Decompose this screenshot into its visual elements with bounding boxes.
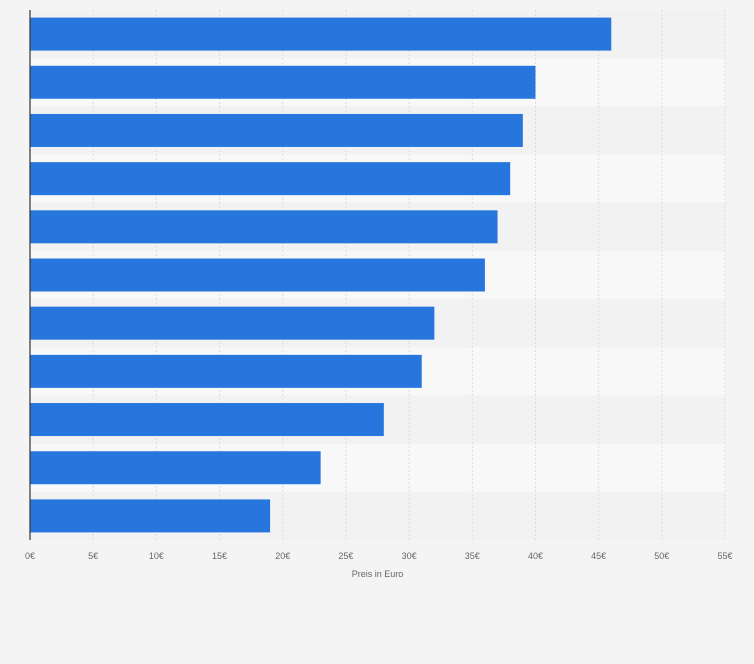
x-tick-label: 5€: [88, 551, 98, 561]
bar[interactable]: [30, 17, 612, 51]
x-tick-label: 25€: [338, 551, 353, 561]
bar[interactable]: [30, 403, 384, 437]
x-tick-label: 35€: [465, 551, 480, 561]
x-tick-label: 30€: [402, 551, 417, 561]
bar[interactable]: [30, 162, 511, 196]
x-axis-ticks: 0€ 5€ 10€ 15€ 20€ 25€ 30€ 35€ 40€ 45€ 50€ 55€: [25, 551, 733, 561]
x-tick-label: 55€: [717, 551, 732, 561]
bar[interactable]: [30, 113, 523, 147]
bar[interactable]: [30, 306, 435, 340]
x-tick-label: 40€: [528, 551, 543, 561]
x-tick-label: 15€: [212, 551, 227, 561]
bar[interactable]: [30, 499, 271, 533]
bars: [30, 17, 612, 533]
bar[interactable]: [30, 65, 536, 99]
bar[interactable]: [30, 354, 422, 388]
x-tick-label: 0€: [25, 551, 35, 561]
x-tick-label: 50€: [654, 551, 669, 561]
x-axis-label: Preis in Euro: [352, 569, 404, 579]
x-tick-label: 45€: [591, 551, 606, 561]
x-tick-label: 10€: [149, 551, 164, 561]
bar[interactable]: [30, 451, 321, 485]
bar[interactable]: [30, 258, 485, 292]
bar[interactable]: [30, 210, 498, 244]
x-tick-label: 20€: [275, 551, 290, 561]
